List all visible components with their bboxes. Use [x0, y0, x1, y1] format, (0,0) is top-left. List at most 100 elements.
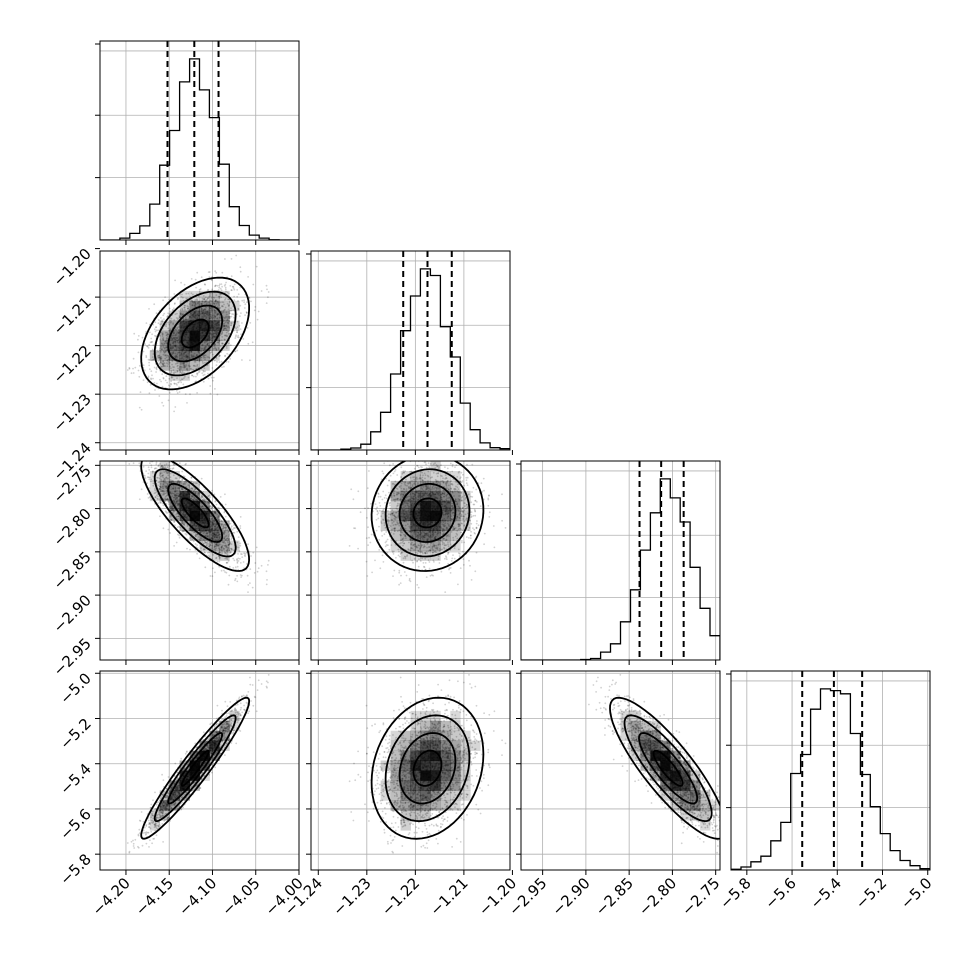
- scatter-point: [173, 494, 176, 496]
- scatter-point: [194, 534, 197, 537]
- scatter-point: [162, 363, 165, 366]
- scatter-point: [155, 494, 158, 497]
- scatter-point: [208, 545, 211, 548]
- scatter-point: [443, 490, 445, 492]
- scatter-point: [388, 479, 390, 482]
- scatter-point: [208, 307, 211, 310]
- scatter-point: [177, 487, 180, 490]
- scatter-point: [226, 529, 229, 531]
- scatter-point: [182, 522, 184, 525]
- scatter-point: [228, 541, 231, 543]
- scatter-point: [147, 347, 150, 349]
- scatter-point: [233, 531, 236, 534]
- scatter-point: [226, 335, 229, 337]
- scatter-point: [208, 296, 210, 298]
- scatter-point: [220, 546, 223, 549]
- scatter-point: [456, 515, 459, 518]
- scatter-point: [442, 481, 445, 484]
- scatter-point: [182, 458, 184, 460]
- scatter-point: [223, 548, 226, 550]
- scatter-point: [225, 335, 228, 337]
- scatter-point: [203, 367, 206, 369]
- scatter-point: [166, 359, 169, 361]
- scatter-point: [207, 377, 210, 380]
- scatter-point: [221, 523, 224, 525]
- scatter-point: [176, 497, 179, 500]
- scatter-point: [170, 479, 173, 482]
- scatter-point: [452, 506, 455, 509]
- scatter-point: [177, 515, 180, 518]
- scatter-point: [142, 364, 145, 367]
- scatter-point: [174, 313, 177, 316]
- scatter-point: [452, 506, 454, 509]
- scatter-point: [230, 315, 233, 318]
- scatter-point: [404, 556, 407, 558]
- scatter-point: [243, 554, 246, 556]
- scatter-point: [209, 541, 212, 544]
- scatter-point: [169, 385, 172, 387]
- scatter-point: [251, 341, 254, 344]
- scatter-point: [416, 464, 418, 467]
- scatter-point: [170, 321, 173, 323]
- scatter-point: [236, 336, 239, 338]
- scatter-point: [202, 295, 205, 297]
- scatter-point: [160, 358, 162, 360]
- scatter-point: [166, 335, 169, 338]
- scatter-point: [174, 524, 176, 527]
- scatter-point: [207, 356, 210, 359]
- scatter-point: [402, 493, 404, 496]
- scatter-point: [247, 342, 250, 345]
- scatter-point: [178, 498, 180, 501]
- scatter-point: [201, 307, 203, 310]
- scatter-point: [163, 493, 165, 496]
- scatter-point: [159, 357, 162, 360]
- scatter-point: [140, 488, 143, 491]
- scatter-point: [182, 483, 185, 486]
- scatter-point: [420, 485, 423, 488]
- scatter-point: [194, 543, 197, 545]
- scatter-point: [204, 370, 207, 373]
- scatter-point: [162, 362, 165, 365]
- scatter-point: [404, 534, 407, 537]
- scatter-point: [395, 487, 398, 490]
- scatter-point: [158, 354, 160, 357]
- scatter-point: [171, 487, 174, 490]
- scatter-point: [183, 482, 186, 485]
- scatter-point: [218, 341, 221, 344]
- scatter-point: [163, 362, 166, 365]
- scatter-point: [224, 334, 227, 337]
- scatter-point: [221, 330, 224, 333]
- scatter-point: [410, 470, 413, 473]
- scatter-point: [146, 345, 149, 348]
- scatter-point: [176, 489, 178, 492]
- scatter-point: [440, 527, 443, 530]
- scatter-point: [242, 338, 245, 340]
- scatter-point: [225, 345, 228, 348]
- scatter-point: [179, 526, 182, 529]
- scatter-point: [185, 364, 188, 366]
- scatter-point: [169, 319, 172, 322]
- scatter-point: [187, 313, 190, 316]
- scatter-point: [187, 292, 190, 295]
- scatter-point: [172, 323, 175, 326]
- scatter-point: [177, 297, 180, 299]
- scatter-point: [201, 505, 204, 508]
- scatter-point: [175, 494, 178, 497]
- scatter-point: [227, 308, 230, 311]
- density-cell: [179, 300, 190, 312]
- scatter-point: [393, 492, 395, 495]
- scatter-point: [164, 485, 167, 488]
- scatter-point: [155, 368, 158, 371]
- scatter-point: [159, 472, 162, 475]
- scatter-point: [186, 367, 189, 370]
- scatter-point: [214, 284, 217, 287]
- scatter-point: [159, 475, 162, 478]
- density-cell: [199, 340, 210, 351]
- scatter-point: [404, 470, 406, 472]
- scatter-point: [457, 548, 460, 551]
- scatter-point: [236, 326, 239, 328]
- scatter-point: [228, 317, 231, 320]
- scatter-point: [221, 336, 224, 338]
- density-cell: [199, 330, 210, 341]
- scatter-point: [228, 316, 231, 318]
